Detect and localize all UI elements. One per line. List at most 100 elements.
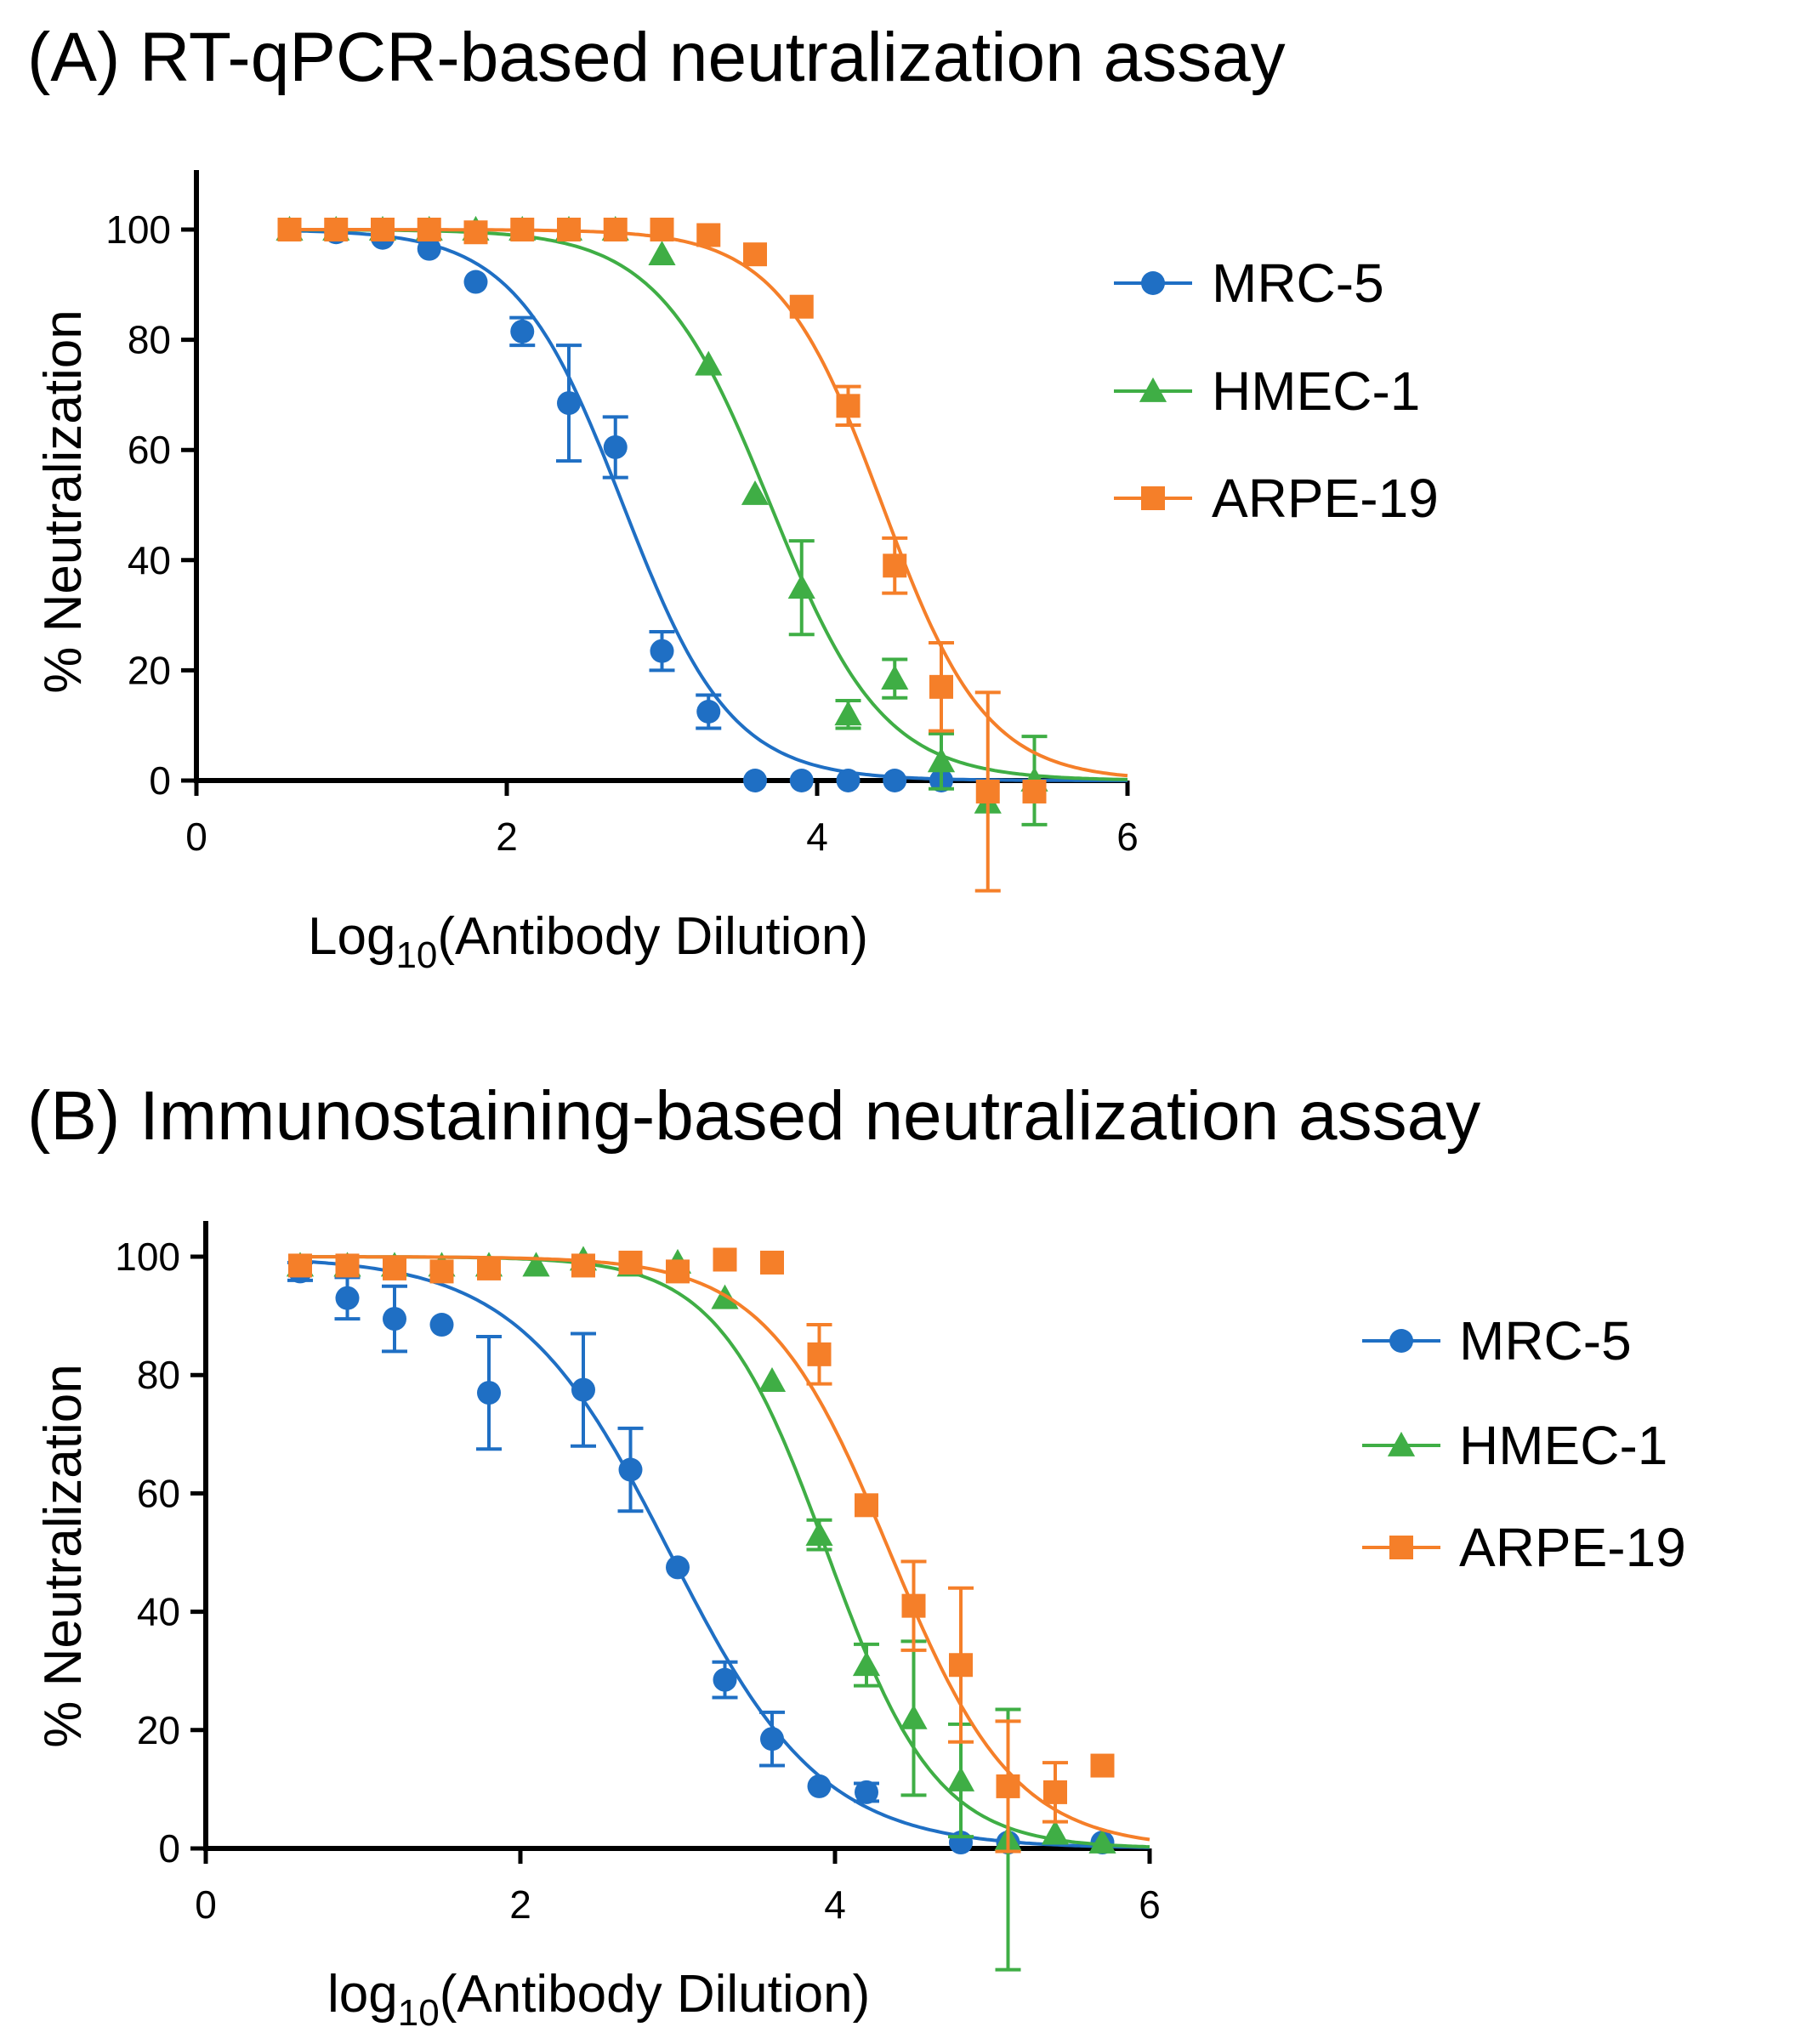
data-point <box>618 1250 643 1275</box>
legend-label: HMEC-1 <box>1212 361 1420 422</box>
y-tick-label: 20 <box>128 648 171 692</box>
data-point <box>1022 779 1047 803</box>
data-point <box>881 665 909 690</box>
data-point <box>741 480 770 505</box>
legend-label: ARPE-19 <box>1459 1517 1686 1578</box>
legend-marker <box>1139 377 1167 402</box>
data-point <box>695 350 723 376</box>
legend-marker <box>1141 271 1165 295</box>
data-point <box>929 674 953 699</box>
data-point <box>335 1286 360 1310</box>
data-point <box>288 1253 312 1278</box>
data-point <box>650 639 674 663</box>
legend-entry-mrc-5: MRC-5 <box>1362 1310 1632 1371</box>
data-point <box>650 218 674 241</box>
data-point <box>277 218 302 241</box>
series-hmec-1 <box>275 215 1128 826</box>
data-point <box>1041 1820 1070 1845</box>
data-point <box>666 1555 690 1580</box>
legend-entry-hmec-1: HMEC-1 <box>1114 361 1420 422</box>
legend-label: MRC-5 <box>1459 1310 1632 1371</box>
data-point <box>463 270 488 294</box>
x-tick-label: 4 <box>806 815 828 859</box>
legend-entry-mrc-5: MRC-5 <box>1114 253 1384 314</box>
data-point <box>557 218 581 241</box>
data-point <box>789 294 814 319</box>
data-point <box>927 747 956 773</box>
data-point <box>648 241 676 266</box>
y-tick-label: 80 <box>137 1353 180 1397</box>
data-point <box>743 769 767 792</box>
data-point <box>417 218 441 241</box>
data-point <box>477 1256 501 1280</box>
panel-b: (B) Immunostaining-based neutralization … <box>27 1077 1686 2034</box>
series-mrc-5 <box>287 1259 1150 1855</box>
series-arpe-19 <box>288 1247 1150 1854</box>
chart-title: (B) Immunostaining-based neutralization … <box>27 1077 1480 1155</box>
data-point <box>807 1774 832 1798</box>
data-point <box>417 236 441 261</box>
series-arpe-19 <box>277 218 1128 893</box>
data-point <box>429 1259 454 1284</box>
data-point <box>603 218 628 241</box>
data-point <box>901 1593 926 1618</box>
data-point <box>477 1381 501 1405</box>
y-tick-label: 40 <box>128 538 171 582</box>
data-point <box>713 1667 737 1692</box>
data-point <box>855 1780 878 1804</box>
y-tick-label: 20 <box>137 1708 180 1752</box>
y-tick-label: 0 <box>158 1826 180 1871</box>
data-point <box>383 1256 406 1280</box>
data-point <box>743 242 767 267</box>
data-point <box>571 1377 595 1402</box>
x-axis-label-rest: (Antibody Dilution) <box>440 1965 871 2024</box>
data-point <box>996 1774 1020 1798</box>
fit-curve <box>299 1259 1150 1849</box>
x-tick-label: 4 <box>824 1882 846 1927</box>
data-point <box>1088 1828 1116 1854</box>
data-point <box>510 218 535 241</box>
chart-title: (A) RT-qPCR-based neutralization assay <box>27 19 1286 96</box>
data-point <box>618 1457 643 1482</box>
legend-label: ARPE-19 <box>1212 468 1439 529</box>
x-tick-label: 0 <box>195 1882 217 1927</box>
series-mrc-5 <box>277 218 1128 792</box>
data-point <box>760 1727 784 1752</box>
data-point <box>807 1342 832 1366</box>
data-point <box>696 223 721 247</box>
x-axis-label: Log10(Antibody Dilution) <box>308 907 868 976</box>
data-point <box>713 1247 737 1272</box>
data-point <box>463 220 488 245</box>
x-axis-label-main: Log <box>308 907 395 966</box>
data-point <box>852 1651 881 1677</box>
data-point <box>949 1653 973 1678</box>
legend-marker <box>1141 486 1165 510</box>
data-point <box>1043 1780 1067 1804</box>
legend-label: HMEC-1 <box>1459 1415 1667 1476</box>
y-axis-label: % Neutralization <box>34 1364 93 1747</box>
data-point <box>855 1493 878 1518</box>
x-tick-label: 6 <box>1116 815 1139 859</box>
x-axis-label-main: log <box>327 1965 398 2024</box>
data-point <box>571 1253 595 1278</box>
data-point <box>760 1250 784 1275</box>
series-hmec-1 <box>286 1246 1150 1972</box>
data-point <box>834 701 862 726</box>
data-point <box>696 700 721 724</box>
data-point <box>805 1521 833 1546</box>
legend-entry-arpe-19: ARPE-19 <box>1114 468 1439 529</box>
x-tick-label: 6 <box>1139 1882 1161 1927</box>
data-point <box>975 779 1000 803</box>
y-axis-label: % Neutralization <box>34 309 93 693</box>
legend-label: MRC-5 <box>1212 253 1384 314</box>
x-axis-label: log10(Antibody Dilution) <box>327 1965 870 2034</box>
data-point <box>510 319 535 344</box>
legend-entry-hmec-1: HMEC-1 <box>1362 1415 1667 1476</box>
x-tick-label: 2 <box>496 815 518 859</box>
panel-a: (A) RT-qPCR-based neutralization assay 0 2… <box>27 19 1439 976</box>
x-axis-label-subscript: 10 <box>395 934 437 976</box>
data-point <box>836 769 861 792</box>
data-point <box>836 394 861 418</box>
data-point <box>383 1307 406 1331</box>
